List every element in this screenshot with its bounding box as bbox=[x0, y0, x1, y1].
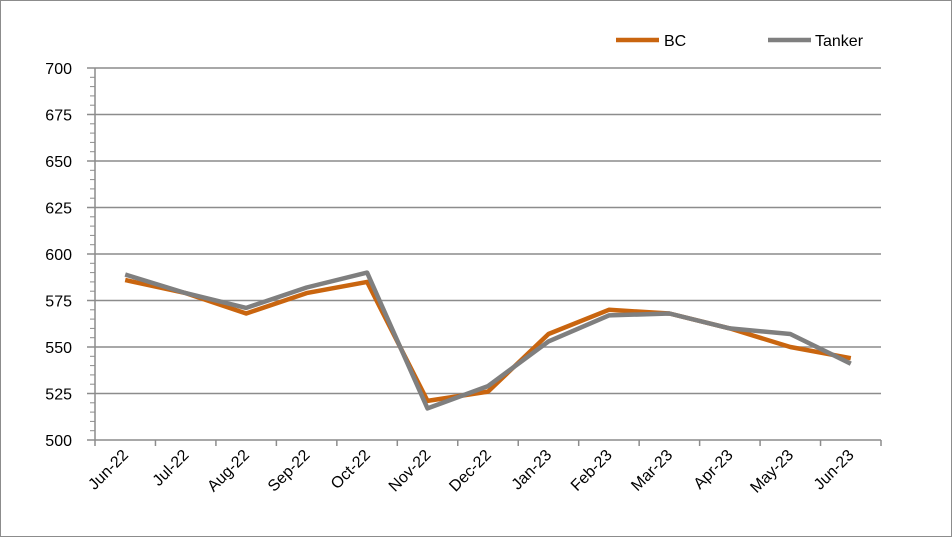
x-tick-label: Jan-23 bbox=[509, 447, 556, 494]
y-tick-label: 625 bbox=[45, 201, 72, 218]
x-tick-label: Jul-22 bbox=[150, 447, 193, 490]
y-tick-label: 675 bbox=[45, 108, 72, 125]
series-line-bc bbox=[124, 277, 852, 404]
series-lines bbox=[124, 270, 852, 411]
x-axis-ticks: Jun-22 Jul-22 Aug-22 Sep-22 Oct-22 Nov-22 Dec-… bbox=[85, 440, 882, 497]
x-tick-label: Mar-23 bbox=[628, 447, 676, 495]
y-tick-label: 500 bbox=[45, 433, 72, 450]
y-tick-label: 700 bbox=[45, 61, 72, 78]
x-tick-label: Oct-22 bbox=[328, 447, 374, 493]
y-axis-ticks: 500 525 550 575 600 625 650 675 700 bbox=[45, 61, 95, 450]
x-tick-label: Sep-22 bbox=[265, 447, 314, 496]
x-tick-label: Aug-22 bbox=[204, 447, 253, 496]
x-tick-label: Dec-22 bbox=[446, 447, 495, 496]
x-tick-label: Jun-23 bbox=[811, 447, 858, 494]
y-tick-label: 525 bbox=[45, 387, 72, 404]
y-tick-label: 650 bbox=[45, 154, 72, 171]
y-tick-label: 575 bbox=[45, 294, 72, 311]
legend-label-bc: BC bbox=[664, 33, 686, 50]
gridlines bbox=[95, 67, 881, 395]
series-line-tanker bbox=[124, 270, 852, 411]
legend-label-tanker: Tanker bbox=[815, 33, 864, 50]
x-tick-label: Feb-23 bbox=[568, 447, 616, 495]
y-tick-label: 600 bbox=[45, 247, 72, 264]
legend: BC Tanker bbox=[616, 33, 864, 50]
x-tick-label: Jun-22 bbox=[85, 447, 132, 494]
x-tick-label: May-23 bbox=[747, 447, 797, 497]
x-tick-label: Nov-22 bbox=[386, 447, 435, 496]
x-tick-label: Apr-23 bbox=[691, 447, 737, 493]
y-tick-label: 550 bbox=[45, 340, 72, 357]
